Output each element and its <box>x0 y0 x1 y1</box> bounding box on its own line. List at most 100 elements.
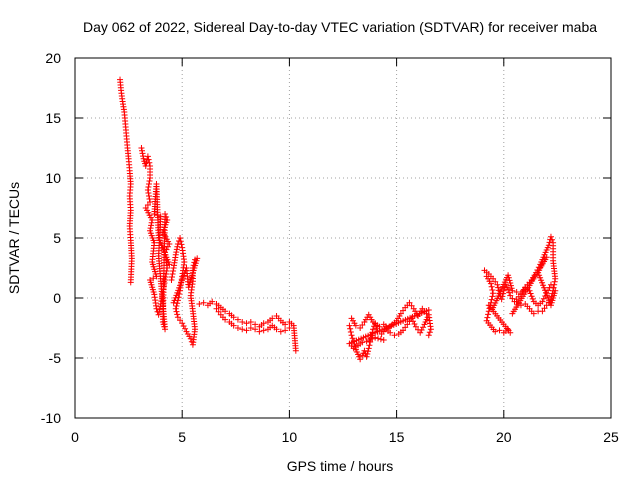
data-point <box>145 190 152 196</box>
data-point <box>182 325 189 332</box>
axis-ticks: 0 5 10 15 20 25 -10 -5 0 5 10 15 20 <box>41 50 619 445</box>
data-point <box>522 301 529 307</box>
data-point <box>150 275 157 282</box>
data-point <box>172 305 179 312</box>
data-point <box>380 337 387 343</box>
data-point <box>369 335 376 342</box>
data-point <box>387 329 394 336</box>
data-point <box>273 326 280 333</box>
data-point <box>230 314 237 321</box>
data-point <box>540 295 547 302</box>
data-point <box>495 284 502 291</box>
data-point <box>260 320 267 327</box>
data-point <box>146 178 153 184</box>
data-point <box>148 222 155 229</box>
data-point <box>145 156 152 163</box>
data-point <box>486 305 493 312</box>
y-tick-label: 10 <box>45 170 61 186</box>
data-point <box>549 236 556 243</box>
data-point <box>526 287 533 294</box>
data-point <box>545 242 552 249</box>
data-point <box>529 295 536 302</box>
x-axis-label: GPS time / hours <box>287 458 394 474</box>
data-point <box>145 184 152 190</box>
data-point <box>347 325 354 332</box>
data-point <box>357 356 364 363</box>
data-point <box>166 261 173 268</box>
x-tick-label: 10 <box>282 429 298 445</box>
data-point <box>222 308 229 315</box>
data-point <box>377 336 384 343</box>
data-point <box>286 325 293 331</box>
y-tick-label: -10 <box>41 410 61 426</box>
data-point <box>243 327 250 334</box>
data-point <box>352 322 359 329</box>
data-point <box>239 319 246 325</box>
data-point <box>505 286 512 293</box>
data-point <box>173 246 180 253</box>
data-point <box>366 342 373 349</box>
data-point <box>418 327 425 333</box>
data-point <box>528 293 535 300</box>
data-point <box>496 327 503 334</box>
data-point <box>484 314 491 321</box>
data-point <box>506 289 513 296</box>
data-point <box>162 277 169 283</box>
data-point <box>180 323 187 329</box>
data-point <box>174 311 181 318</box>
data-point <box>174 243 181 250</box>
data-point <box>178 241 185 248</box>
data-point <box>209 298 216 305</box>
x-tick-label: 0 <box>71 429 79 445</box>
data-point <box>489 287 496 293</box>
data-point <box>234 325 241 331</box>
data-point <box>243 320 250 327</box>
data-point <box>277 328 284 335</box>
data-point <box>157 213 164 220</box>
data-point <box>179 320 186 327</box>
data-point <box>426 329 433 336</box>
data-point <box>492 328 499 335</box>
data-point <box>489 293 496 300</box>
data-point <box>494 281 501 288</box>
data-point <box>547 233 554 240</box>
data-point <box>347 329 354 335</box>
data-point <box>145 193 152 199</box>
data-point <box>539 298 546 305</box>
data-point <box>372 334 379 341</box>
y-axis-label: SDTVAR / TECUs <box>6 182 22 294</box>
grid-lines <box>75 58 611 418</box>
data-point <box>359 339 366 346</box>
y-tick-label: 20 <box>45 50 61 66</box>
data-point <box>346 322 353 329</box>
data-point <box>505 274 512 281</box>
data-point <box>169 271 176 277</box>
data-point <box>425 332 432 339</box>
data-point <box>535 308 542 315</box>
data-point <box>427 326 434 333</box>
data-point <box>391 332 398 339</box>
data-point <box>155 311 162 318</box>
x-tick-label: 15 <box>389 429 405 445</box>
data-point <box>507 280 514 286</box>
data-point <box>138 145 145 151</box>
data-point <box>200 299 207 306</box>
data-point <box>156 309 163 316</box>
data-point <box>144 153 151 160</box>
x-tick-label: 5 <box>178 429 186 445</box>
data-point <box>507 282 514 289</box>
data-point <box>349 335 356 342</box>
data-point <box>146 159 153 166</box>
data-point <box>551 278 558 285</box>
y-tick-label: 5 <box>53 230 61 246</box>
y-tick-label: 15 <box>45 110 61 126</box>
data-point <box>196 301 203 307</box>
data-point <box>410 318 417 325</box>
data-point <box>168 277 175 283</box>
data-point <box>172 251 179 258</box>
data-point <box>177 235 184 241</box>
data-point <box>292 347 299 354</box>
data-point <box>173 249 180 256</box>
data-point <box>375 335 382 342</box>
